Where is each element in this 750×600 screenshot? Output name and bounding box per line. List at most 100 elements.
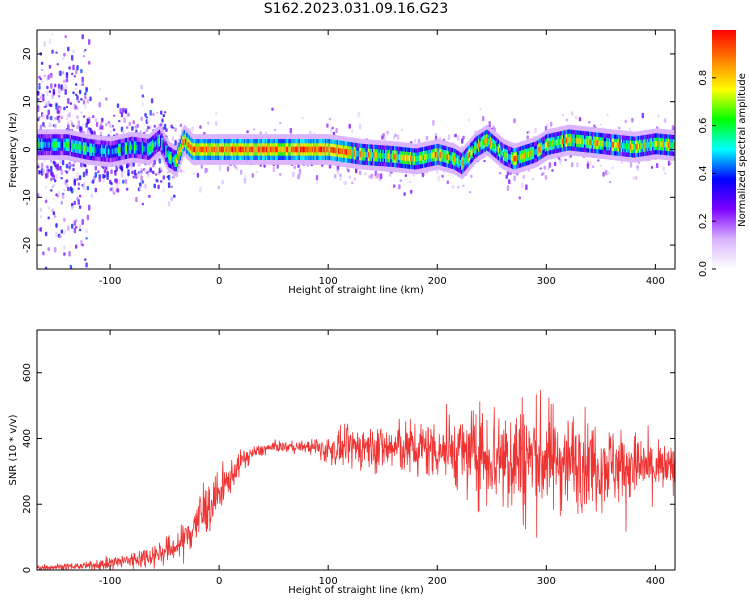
heatmap-cell: [65, 117, 69, 121]
heatmap-cell: [496, 145, 499, 152]
heatmap-cell: [63, 217, 66, 222]
heatmap-cell: [606, 141, 609, 147]
heatmap-cell: [75, 219, 78, 223]
heatmap-cell: [57, 141, 61, 148]
heatmap-cell: [82, 171, 86, 178]
heatmap-cell: [126, 126, 129, 129]
heatmap-cell: [153, 183, 156, 189]
heatmap-cell: [154, 173, 158, 176]
heatmap-cell: [396, 134, 400, 140]
heatmap-cell: [407, 155, 410, 161]
heatmap-cell: [370, 174, 374, 179]
heatmap-cell: [462, 184, 465, 187]
heatmap-cell: [344, 149, 347, 155]
heatmap-cell: [341, 148, 345, 155]
heatmap-cell: [421, 154, 424, 161]
heatmap-cell: [243, 178, 247, 184]
snr-y-ticks: 0 200 400 600: [22, 363, 675, 573]
heatmap-cell: [571, 137, 574, 144]
heatmap-cell: [160, 138, 163, 145]
heatmap-cell: [118, 147, 121, 153]
heatmap-cell: [162, 114, 165, 118]
heatmap-cell: [42, 168, 45, 175]
heatmap-cell: [393, 153, 396, 160]
heatmap-cell: [107, 148, 110, 155]
heatmap-cell: [78, 228, 82, 232]
heatmap-cell: [171, 138, 175, 142]
heatmap-cell: [249, 146, 252, 153]
heatmap-cell: [78, 224, 82, 229]
heatmap-cell: [68, 161, 71, 165]
heatmap-cell: [173, 194, 176, 198]
heatmap-cell: [259, 146, 262, 153]
heatmap-cell: [137, 145, 140, 151]
heatmap-cell: [576, 162, 579, 168]
heatmap-cell: [302, 146, 305, 153]
heatmap-cell: [50, 177, 53, 182]
heatmap-cell: [128, 145, 131, 151]
heatmap-cell: [618, 142, 621, 149]
heatmap-cell: [37, 193, 40, 198]
heatmap-cell: [52, 217, 56, 220]
heatmap-cell: [271, 107, 274, 111]
heatmap-cell: [163, 123, 167, 130]
heatmap-cell: [326, 146, 329, 153]
heatmap-cell: [40, 68, 44, 71]
heatmap-cell: [38, 75, 41, 79]
heatmap-cell: [103, 169, 107, 174]
heatmap-cell: [398, 154, 401, 160]
heatmap-cell: [163, 146, 167, 152]
heatmap-cell: [111, 148, 114, 155]
heatmap-cell: [71, 142, 74, 149]
heatmap-cell: [39, 227, 42, 232]
heatmap-cell: [635, 176, 638, 180]
heatmap-cell: [162, 188, 165, 193]
heatmap-cell: [152, 170, 155, 175]
heatmap-cell: [160, 180, 163, 183]
heatmap-cell: [106, 175, 109, 180]
heatmap-cell: [641, 112, 644, 119]
heatmap-cell: [140, 175, 143, 182]
heatmap-cell: [63, 141, 66, 148]
heatmap-cell: [43, 125, 46, 128]
heatmap-cell: [217, 185, 220, 190]
heatmap-cell: [419, 155, 422, 162]
heatmap-cell: [255, 146, 258, 153]
heatmap-cell: [55, 51, 58, 54]
heatmap-cell: [318, 146, 321, 153]
heatmap-cell: [444, 153, 447, 160]
heatmap-cell: [118, 179, 121, 185]
heatmap-cell: [81, 145, 84, 151]
heatmap-cell: [386, 153, 389, 159]
heatmap-cell: [564, 158, 567, 161]
heatmap-cell: [615, 142, 618, 148]
heatmap-cell: [526, 135, 529, 140]
heatmap-cell: [75, 225, 78, 229]
heatmap-cell: [43, 74, 46, 78]
heatmap-cell: [60, 177, 63, 180]
colorbar: 0.0 0.2 0.4 0.6 0.8 Normalized spectral ampl…: [698, 30, 748, 277]
heatmap-cell: [434, 135, 438, 141]
heatmap-cell: [160, 110, 163, 115]
heatmap-cell: [465, 156, 468, 163]
heatmap-cell: [162, 175, 165, 180]
heatmap-cell: [68, 66, 71, 70]
x-tick-label: 100: [319, 576, 338, 587]
heatmap-cell: [326, 123, 329, 128]
heatmap-cell: [59, 141, 62, 148]
heatmap-cell: [479, 141, 482, 148]
heatmap-cell: [86, 146, 89, 152]
heatmap-cell: [434, 133, 438, 137]
heatmap-cell: [72, 124, 75, 128]
heatmap-cell: [251, 173, 254, 178]
heatmap-cell: [42, 96, 45, 102]
heatmap-cell: [57, 95, 61, 98]
heatmap-cell: [300, 146, 303, 153]
heatmap-cell: [642, 142, 646, 149]
heatmap-cell: [598, 140, 601, 147]
heatmap-cell: [64, 84, 67, 90]
heatmap-cell: [46, 172, 49, 178]
heatmap-cell: [436, 168, 439, 174]
colorbar-label: Normalized spectral amplitude: [737, 73, 748, 227]
